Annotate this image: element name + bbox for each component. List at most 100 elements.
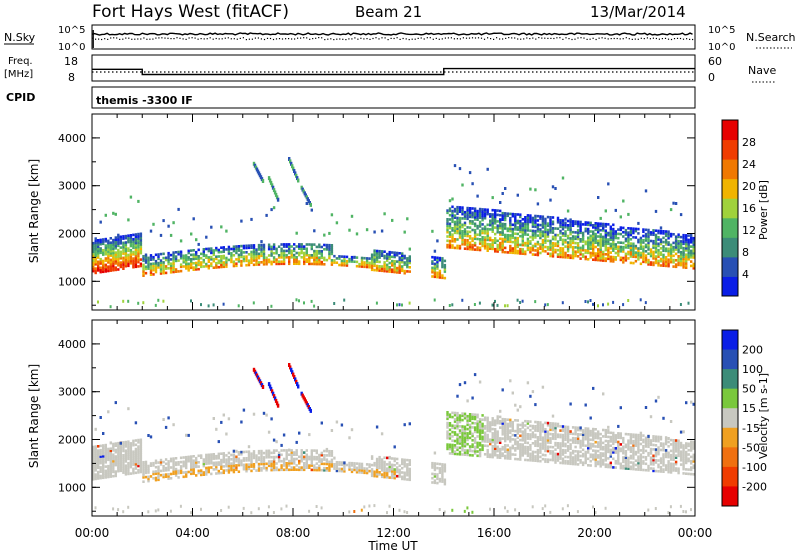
range-cell [172, 264, 175, 267]
range-cell [581, 448, 585, 452]
range-cell [599, 239, 602, 243]
range-cell [679, 259, 683, 263]
range-cell [154, 476, 158, 480]
range-cell [549, 198, 552, 202]
range-cell [549, 228, 552, 232]
range-cell [436, 265, 439, 268]
range-cell [177, 252, 180, 256]
noise-search-point [529, 38, 531, 40]
range-cell [129, 242, 133, 246]
range-cell [288, 256, 291, 259]
range-cell [458, 383, 462, 387]
range-cell [478, 450, 482, 453]
range-cell [657, 238, 660, 241]
range-cell [463, 221, 467, 225]
range-cell [124, 442, 128, 446]
range-cell [275, 251, 278, 255]
colorbar-frame [721, 119, 739, 297]
power-heatmap-cells [92, 157, 695, 309]
range-cell [275, 462, 278, 465]
range-cell [559, 435, 562, 439]
range-cell [205, 262, 208, 266]
range-cell [619, 247, 622, 251]
range-cell [461, 431, 464, 435]
range-cell [368, 257, 371, 260]
range-cell [592, 247, 595, 251]
range-cell [139, 466, 143, 469]
range-cell [569, 218, 572, 222]
noise-search-point [667, 38, 670, 40]
range-cell [403, 256, 406, 260]
range-cell [438, 276, 442, 279]
noise-search-point [571, 38, 573, 41]
range-cell [690, 233, 693, 237]
range-cell [526, 248, 530, 252]
range-cell [685, 264, 688, 267]
range-cell [393, 470, 396, 473]
range-cell [365, 228, 369, 232]
range-cell [669, 250, 673, 253]
range-cell [274, 192, 278, 197]
range-cell [521, 451, 524, 455]
range-cell [539, 243, 542, 246]
range-cell [483, 244, 487, 248]
range-cell [571, 436, 575, 440]
range-cell [147, 475, 150, 479]
range-cell [453, 426, 457, 430]
range-cell [579, 222, 582, 226]
range-cell [662, 240, 665, 244]
range-cell [644, 245, 648, 249]
range-cell [388, 461, 391, 464]
range-cell [451, 233, 454, 236]
range-cell [94, 241, 97, 245]
range-cell [338, 257, 341, 260]
range-cell [448, 224, 452, 228]
range-cell [536, 455, 540, 458]
range-cell [310, 462, 313, 465]
range-cell [195, 238, 198, 242]
range-cell [122, 460, 125, 464]
range-cell [632, 244, 635, 248]
range-cell [139, 464, 143, 467]
range-cell [682, 259, 685, 263]
range-cell [481, 437, 484, 441]
noise-search-point [143, 37, 145, 39]
range-cell [486, 423, 489, 426]
range-cell [202, 464, 205, 468]
range-cell [511, 453, 514, 456]
range-cell [124, 256, 128, 259]
range-cell [119, 254, 122, 258]
range-cell [496, 303, 499, 307]
range-cell [230, 464, 233, 468]
range-cell [659, 226, 663, 230]
range-cell [491, 239, 494, 242]
range-cell [262, 260, 266, 264]
range-cell [261, 179, 265, 183]
range-cell [114, 238, 117, 241]
range-cell [506, 214, 509, 218]
range-cell [594, 458, 597, 461]
range-cell [242, 251, 246, 254]
range-cell [629, 231, 633, 235]
range-cell [129, 249, 133, 252]
beam-title: Beam 21 [355, 3, 422, 21]
range-cell [102, 266, 105, 269]
range-cell [375, 269, 379, 272]
range-cell [94, 458, 97, 461]
range-cell [662, 247, 665, 250]
range-cell [536, 219, 540, 222]
range-cell [607, 257, 610, 261]
range-cell [456, 437, 459, 441]
range-cell [677, 261, 680, 264]
range-cell [544, 245, 547, 249]
colorbar-swatch [722, 139, 738, 160]
range-cell [526, 220, 530, 224]
range-cell [129, 448, 133, 452]
range-cell [624, 252, 628, 256]
range-cell [632, 448, 635, 452]
range-cell [521, 237, 524, 240]
range-cell [129, 234, 133, 237]
range-cell [132, 250, 135, 254]
range-cell [584, 457, 587, 460]
range-cell [471, 432, 474, 436]
